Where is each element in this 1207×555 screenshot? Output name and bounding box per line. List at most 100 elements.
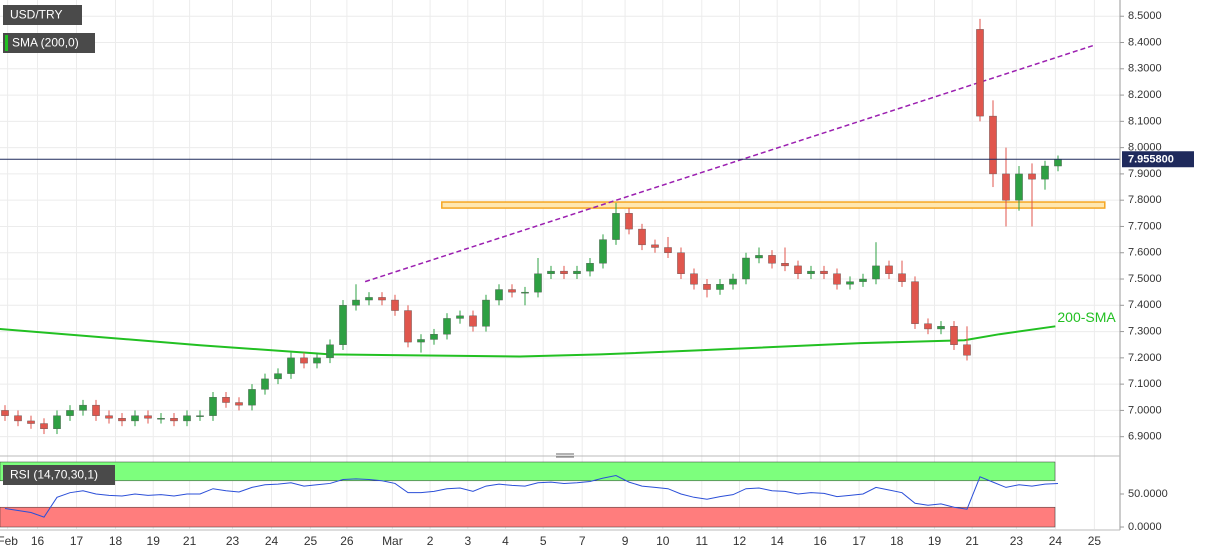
x-tick-label: 14 <box>771 534 785 548</box>
grid-layer <box>0 0 1120 529</box>
x-tick-label: 24 <box>1049 534 1063 548</box>
candle-body <box>365 297 373 301</box>
legend-box[interactable] <box>3 5 82 25</box>
x-tick-label: 17 <box>852 534 866 548</box>
candle-body <box>417 339 425 343</box>
legend-swatch <box>5 35 8 51</box>
y-tick-label: 8.1000 <box>1128 115 1162 127</box>
x-tick-label: Feb <box>0 534 18 548</box>
y-tick-label: 0.0000 <box>1128 521 1162 533</box>
x-tick-label: 19 <box>928 534 942 548</box>
candle-body <box>430 334 438 340</box>
sma-line <box>0 325 1056 358</box>
oversold-band <box>0 506 1056 528</box>
last-price-label: 7.955800 <box>1128 154 1174 166</box>
x-tick-label: 16 <box>31 534 45 548</box>
candle-body <box>261 378 269 390</box>
x-tick-label: 9 <box>622 534 629 548</box>
candle-body <box>859 278 867 282</box>
candle-body <box>846 281 854 285</box>
candle-body <box>469 315 477 327</box>
candle-body <box>92 404 100 416</box>
y-tick-label: 7.9000 <box>1128 168 1162 180</box>
candle-body <box>794 265 802 274</box>
candle-body <box>989 115 997 175</box>
x-tick-label: 23 <box>226 534 240 548</box>
candle-body <box>1 410 9 416</box>
x-tick-label: 26 <box>340 534 354 548</box>
divider-handle[interactable] <box>556 453 574 458</box>
y-tick-label: 7.1000 <box>1128 378 1162 390</box>
x-tick-label: 5 <box>540 534 547 548</box>
x-tick-label: 10 <box>656 534 670 548</box>
x-tick-label: 3 <box>464 534 471 548</box>
candle-body <box>1028 173 1036 180</box>
candle-body <box>924 323 932 330</box>
legend-box[interactable] <box>3 465 115 485</box>
candle-body <box>820 270 828 274</box>
x-tick-label: 18 <box>890 534 904 548</box>
candle-body <box>508 289 516 293</box>
candle-body <box>625 213 633 230</box>
candle-body <box>703 284 711 290</box>
y-tick-label: 7.2000 <box>1128 352 1162 364</box>
overbought-band <box>0 461 1056 482</box>
candle-body <box>768 255 776 264</box>
x-tick-label: 2 <box>427 534 434 548</box>
candle-body <box>339 305 347 345</box>
y-tick-label: 8.3000 <box>1128 63 1162 75</box>
candle-body <box>131 415 139 422</box>
candle-body <box>27 420 35 424</box>
candle-body <box>287 357 295 374</box>
candle-body <box>209 397 217 416</box>
candle-body <box>677 252 685 274</box>
y-tick-label: 7.0000 <box>1128 404 1162 416</box>
x-tick-label: 25 <box>1088 534 1102 548</box>
candle-body <box>885 265 893 274</box>
x-tick-label: 16 <box>813 534 827 548</box>
candle-body <box>833 273 841 285</box>
legend-box[interactable] <box>3 33 95 53</box>
candle-body <box>378 297 386 301</box>
candle-body <box>300 357 308 364</box>
candle-body <box>807 270 815 274</box>
candle-body <box>352 299 360 306</box>
legend-sma: SMA (200,0) <box>12 36 79 50</box>
candle-body <box>638 228 646 246</box>
labels-layer: 6.9000 7.0000 7.1000 7.2000 7.3000 7.4000 7.50… <box>0 10 1194 548</box>
y-tick-label: 7.3000 <box>1128 325 1162 337</box>
candle-body <box>144 415 152 419</box>
x-tick-label: 11 <box>696 534 709 548</box>
y-tick-label: 6.9000 <box>1128 431 1162 443</box>
candle-body <box>248 389 256 406</box>
y-tick-label: 8.5000 <box>1128 10 1162 22</box>
candle-body <box>170 418 178 422</box>
candle-body <box>612 213 620 240</box>
candle-body <box>911 281 919 324</box>
candle-body <box>391 299 399 311</box>
x-tick-label: Mar <box>382 534 403 548</box>
x-tick-label: 21 <box>183 534 197 548</box>
legend-rsi: RSI (14,70,30,1) <box>10 468 98 482</box>
candle-body <box>937 326 945 330</box>
candle-body <box>755 255 763 259</box>
candle-body <box>742 257 750 280</box>
candle-body <box>313 357 321 364</box>
candle-body <box>1002 173 1010 201</box>
support-zone <box>441 201 1106 209</box>
y-tick-label: 7.5000 <box>1128 273 1162 285</box>
candle-body <box>950 326 958 345</box>
candle-body <box>599 239 607 264</box>
marks-layer <box>0 18 1120 518</box>
candle-body <box>690 273 698 285</box>
x-tick-label: 19 <box>147 534 161 548</box>
candle-body <box>664 247 672 253</box>
candle-body <box>651 244 659 248</box>
candle-body <box>872 265 880 280</box>
last-price-box <box>1122 151 1194 168</box>
candle-body <box>1041 165 1049 180</box>
candle-body <box>716 284 724 290</box>
candle-body <box>976 29 984 117</box>
candle-body <box>14 415 22 422</box>
